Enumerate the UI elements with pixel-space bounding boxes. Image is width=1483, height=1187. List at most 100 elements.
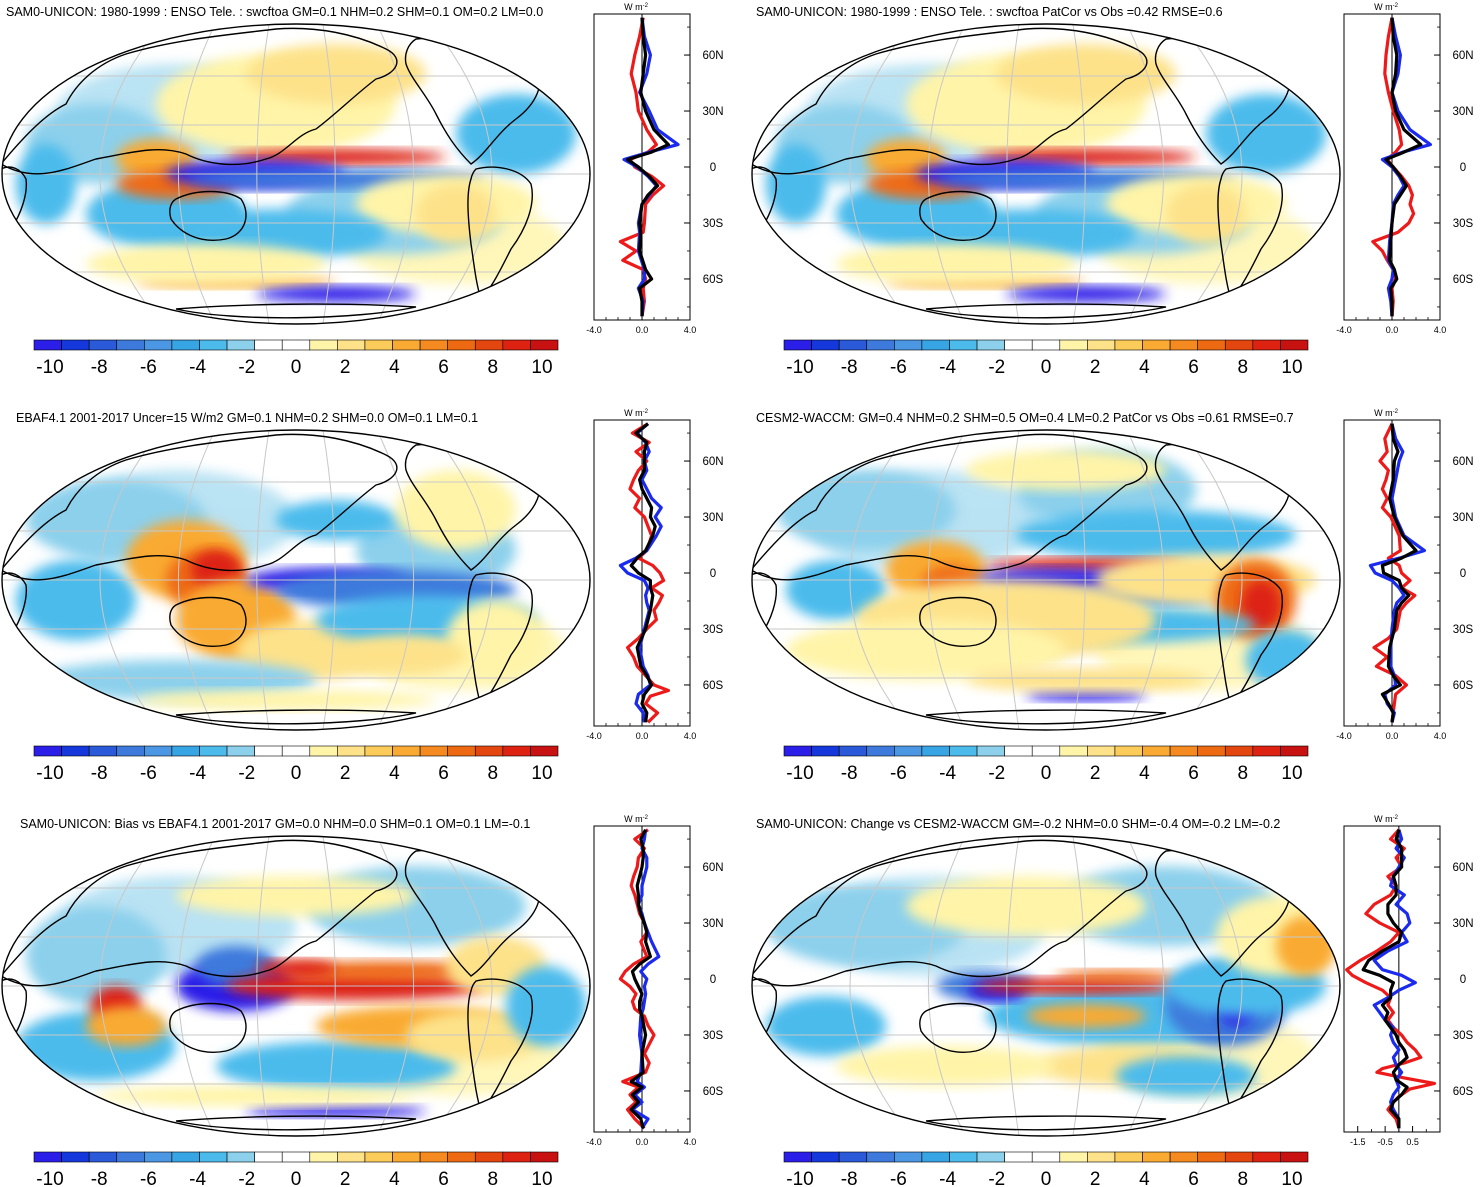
contour-patch xyxy=(216,1041,456,1091)
colorbar-swatch xyxy=(392,745,421,757)
contour-patch xyxy=(766,996,886,1056)
colorbar-swatch xyxy=(171,745,200,757)
colorbar-swatch xyxy=(33,339,62,351)
colorbar-label: -2 xyxy=(238,763,255,784)
contour-patch xyxy=(1026,1004,1146,1028)
colorbar-label: 0 xyxy=(291,357,302,378)
zonal-mean-plot: W m-2 -1.5 -0.5 0.5 60N 30N 0 30S 60S xyxy=(1343,814,1474,1147)
contour-patch xyxy=(256,286,416,302)
map-border xyxy=(751,23,1341,325)
colorbar-label: -8 xyxy=(841,357,858,378)
lat-label: 0 xyxy=(1460,162,1466,174)
x-tick-label: 0.5 xyxy=(1406,1137,1419,1147)
contour-patch xyxy=(1116,1056,1256,1096)
colorbar-swatch xyxy=(866,1151,895,1163)
contour-patch xyxy=(836,244,1076,284)
contour-patch xyxy=(286,961,486,981)
contour-patch xyxy=(136,690,436,710)
lat-label: 60N xyxy=(1452,862,1473,874)
colorbar-swatch xyxy=(281,745,311,757)
colorbar-label: 8 xyxy=(488,763,499,784)
contour-patch xyxy=(176,876,416,916)
panel-title: EBAF4.1 2001-2017 Uncer=15 W/m2 GM=0.1 N… xyxy=(16,411,478,425)
contour-patch xyxy=(1276,916,1336,976)
colorbar-swatch xyxy=(61,1151,90,1163)
colorbar-label: 6 xyxy=(1188,763,1199,784)
lat-label: 60S xyxy=(1453,680,1474,692)
x-tick-label: 0.0 xyxy=(636,325,649,335)
colorbar-swatch xyxy=(1142,1151,1171,1163)
colorbar-swatch xyxy=(838,1151,868,1163)
colorbar-swatch xyxy=(88,745,118,757)
contour-patch xyxy=(1016,510,1296,560)
colorbar-label: -6 xyxy=(890,763,907,784)
colorbar-swatch xyxy=(364,339,393,351)
colorbar: -10 -8 -6 -4 -2 0 2 4 6 8 10 xyxy=(783,745,1309,784)
map xyxy=(751,429,1341,731)
coastlines xyxy=(752,433,1291,725)
unit-label: W m-2 xyxy=(1374,2,1398,12)
x-tick-label: 4.0 xyxy=(1434,325,1447,335)
colorbar-swatch xyxy=(811,1151,840,1163)
colorbar-label: 10 xyxy=(1281,763,1302,784)
colorbar-swatch xyxy=(502,1151,531,1163)
colorbar-swatch xyxy=(281,1151,311,1163)
colorbar-swatch xyxy=(474,339,504,351)
colorbar: -10 -8 -6 -4 -2 0 2 4 6 8 10 xyxy=(33,1151,559,1187)
x-tick-label: -4.0 xyxy=(586,731,602,741)
colorbar-swatch xyxy=(309,745,338,757)
colorbar-label: -6 xyxy=(140,357,157,378)
x-tick-label: 0.0 xyxy=(1386,325,1399,335)
lat-label: 30S xyxy=(1453,1030,1474,1042)
colorbar-label: -10 xyxy=(36,1169,63,1187)
colorbar-label: 10 xyxy=(531,763,552,784)
map-border xyxy=(1,835,591,1137)
zonal-mean-plot: W m-2 -4.0 0.0 4.0 60N 30N 0 30S 60S xyxy=(1336,408,1473,741)
colorbar-label: 10 xyxy=(1281,1169,1302,1187)
zonal-series-black xyxy=(629,422,657,723)
contour-patch xyxy=(86,1006,166,1046)
colorbar-swatch xyxy=(254,339,283,351)
colorbar-label: 0 xyxy=(1041,763,1052,784)
colorbar-label: 0 xyxy=(1041,357,1052,378)
colorbar-swatch xyxy=(1004,1151,1033,1163)
colorbar-swatch xyxy=(949,745,978,757)
colorbar-label: 6 xyxy=(438,357,449,378)
lat-label: 30N xyxy=(1452,918,1473,930)
colorbar-swatch xyxy=(1031,1151,1061,1163)
colorbar-swatch xyxy=(1114,1151,1143,1163)
lat-label: 0 xyxy=(1460,568,1466,580)
colorbar-label: -8 xyxy=(841,763,858,784)
map xyxy=(1,835,591,1137)
colorbar-swatch xyxy=(783,745,812,757)
contour-patch xyxy=(396,470,516,550)
map-border xyxy=(1,23,591,325)
colorbar-label: -10 xyxy=(36,357,63,378)
colorbar-swatch xyxy=(254,1151,283,1163)
x-tick-label: 4.0 xyxy=(684,1137,697,1147)
colorbar-swatch xyxy=(33,1151,62,1163)
colorbar-swatch xyxy=(1169,745,1198,757)
colorbar-label: -4 xyxy=(939,1169,956,1187)
colorbar-label: 0 xyxy=(291,763,302,784)
contour-patch xyxy=(966,450,1166,490)
colorbar-swatch xyxy=(171,1151,200,1163)
colorbar-swatch xyxy=(1197,339,1226,351)
colorbar-swatch xyxy=(921,745,950,757)
colorbar-swatch xyxy=(226,1151,255,1163)
lat-label: 30S xyxy=(1453,624,1474,636)
colorbar-swatch xyxy=(838,339,868,351)
colorbar-swatch xyxy=(419,745,448,757)
colorbar-swatch xyxy=(474,745,504,757)
map xyxy=(751,835,1341,1137)
colorbar-swatch xyxy=(1087,745,1116,757)
colorbar-label: 4 xyxy=(1139,763,1150,784)
colorbar-label: -10 xyxy=(786,1169,813,1187)
colorbar-label: -10 xyxy=(786,357,813,378)
colorbar: -10 -8 -6 -4 -2 0 2 4 6 8 10 xyxy=(33,745,559,784)
colorbar-swatch xyxy=(783,339,812,351)
colorbar-swatch xyxy=(1114,339,1143,351)
colorbar-label: -4 xyxy=(939,357,956,378)
colorbar-swatch xyxy=(1087,339,1116,351)
lat-label: 60S xyxy=(703,680,724,692)
